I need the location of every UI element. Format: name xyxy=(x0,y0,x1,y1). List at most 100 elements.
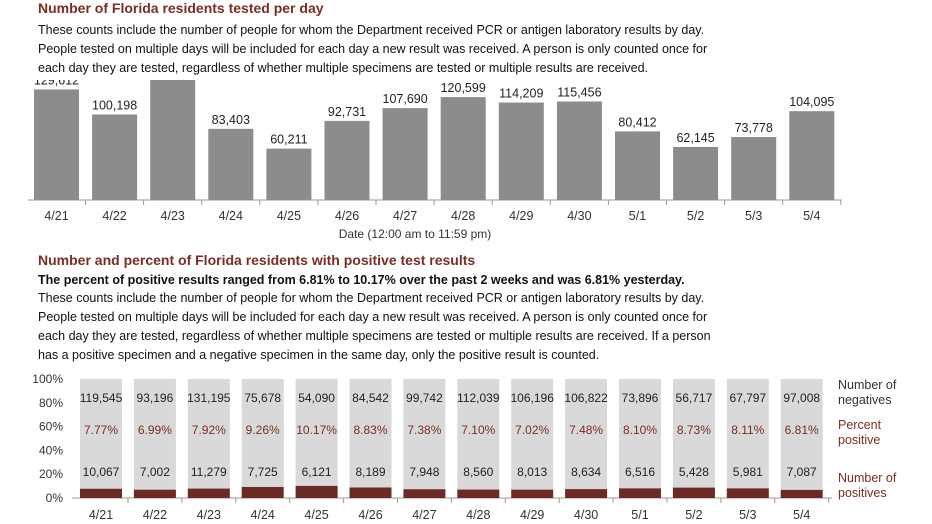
tested-value-label: 60,211 xyxy=(270,133,307,147)
chart1-description-line: These counts include the number of peopl… xyxy=(38,23,705,37)
positives-bar xyxy=(80,488,122,498)
y-tick-label: 100% xyxy=(32,372,63,386)
x-tick-label: 4/28 xyxy=(451,209,475,223)
positives-bar xyxy=(511,489,554,498)
positive-results-chart: 0% 20% 40% 60% 80% 100% 119,545 7.77% 10,067 4/21… xyxy=(32,372,832,522)
negatives-value-label: 73,896 xyxy=(622,391,659,405)
x-tick-label: 5/1 xyxy=(629,209,646,223)
positives-bar xyxy=(241,486,284,498)
negatives-bar xyxy=(403,379,446,490)
positives-value-label: 8,634 xyxy=(571,465,601,479)
tested-value-label: 100,198 xyxy=(92,98,137,112)
percent-positive-label: 7.02% xyxy=(515,423,549,437)
percent-positive-label: 7.92% xyxy=(192,423,226,437)
x-tick-label: 4/26 xyxy=(335,209,359,223)
tested-bar xyxy=(615,131,660,200)
positives-bar xyxy=(619,488,661,498)
x-tick-label: 4/22 xyxy=(143,508,167,522)
chart2-description-line: each day they are tested, regardless of … xyxy=(38,329,711,343)
negatives-value-label: 54,090 xyxy=(298,391,335,405)
percent-positive-label: 7.38% xyxy=(407,423,441,437)
tested-value-label: 92,731 xyxy=(328,105,366,119)
x-tick-label: 4/30 xyxy=(574,508,598,522)
percent-positive-label: 7.77% xyxy=(84,423,118,437)
legend-positives-line: positives xyxy=(838,486,887,500)
positives-bar xyxy=(349,487,392,498)
tested-bar xyxy=(673,146,719,200)
tested-value-label: 80,412 xyxy=(618,115,656,129)
legend-positives-line: Number of xyxy=(838,471,897,485)
percent-positive-label: 7.48% xyxy=(569,423,603,437)
positives-value-label: 7,948 xyxy=(409,465,439,479)
negatives-value-label: 67,797 xyxy=(729,391,766,405)
positives-bar xyxy=(457,489,500,498)
legend-negatives-line: negatives xyxy=(838,393,892,407)
x-tick-label: 4/27 xyxy=(412,508,436,522)
positives-bar xyxy=(672,487,715,498)
positives-bar xyxy=(780,489,823,498)
negatives-value-label: 75,678 xyxy=(244,391,281,405)
positives-value-label: 5,428 xyxy=(679,465,709,479)
chart1-description-line: People tested on multiple days will be i… xyxy=(38,42,708,56)
x-tick-label: 4/23 xyxy=(197,508,221,522)
legend-positives: Number of positives xyxy=(838,471,896,501)
tested-bar xyxy=(34,89,79,200)
x-tick-label: 4/28 xyxy=(466,508,490,522)
negatives-value-label: 106,822 xyxy=(564,391,608,405)
tested-bar xyxy=(208,128,254,200)
percent-positive-label: 8.83% xyxy=(353,423,387,437)
negatives-bar xyxy=(565,379,608,490)
tested-value-label: 115,456 xyxy=(557,85,601,99)
negatives-bar xyxy=(187,379,230,489)
x-tick-label: 4/24 xyxy=(251,508,275,522)
x-tick-label: 4/23 xyxy=(161,209,185,223)
tested-value-label: 129,612 xyxy=(34,80,79,87)
positives-bar xyxy=(187,488,230,498)
negatives-bar xyxy=(726,379,769,489)
x-tick-label: 4/30 xyxy=(567,209,591,223)
y-tick-label: 80% xyxy=(39,396,63,410)
positives-value-label: 10,067 xyxy=(83,465,120,479)
negatives-bar xyxy=(133,379,176,490)
negatives-value-label: 93,196 xyxy=(137,391,174,405)
legend-percent-positive: Percent positive xyxy=(838,418,881,448)
percent-positive-label: 10.17% xyxy=(296,423,337,437)
x-tick-label: 5/3 xyxy=(745,209,762,223)
negatives-bar xyxy=(80,379,122,489)
x-tick-label: 4/26 xyxy=(358,508,382,522)
tested-value-label: 73,778 xyxy=(735,121,773,135)
x-tick-label: 4/22 xyxy=(102,209,126,223)
tested-bar xyxy=(324,120,370,200)
tested-bar xyxy=(382,108,428,200)
y-tick-label: 60% xyxy=(39,420,63,434)
positives-bar xyxy=(133,489,176,498)
percent-positive-label: 7.10% xyxy=(461,423,495,437)
positives-value-label: 8,189 xyxy=(355,465,385,479)
y-tick-label: 40% xyxy=(39,443,63,457)
positives-bar xyxy=(295,485,338,498)
tested-bar xyxy=(266,148,312,200)
x-tick-label: 4/29 xyxy=(509,209,533,223)
negatives-bar xyxy=(295,379,338,486)
tested-value-label: 83,403 xyxy=(212,113,250,127)
x-tick-label: 5/1 xyxy=(631,508,648,522)
x-tick-label: 4/21 xyxy=(89,508,113,522)
x-tick-label: 5/2 xyxy=(685,508,702,522)
positives-value-label: 6,121 xyxy=(302,465,332,479)
positives-value-label: 7,087 xyxy=(787,465,817,479)
chart2-highlight: The percent of positive results ranged f… xyxy=(38,273,685,287)
y-tick-label: 20% xyxy=(39,467,63,481)
legend-percent-line: Percent xyxy=(838,418,882,432)
positives-value-label: 7,725 xyxy=(248,465,278,479)
x-tick-label: 5/2 xyxy=(687,209,704,223)
percent-positive-label: 6.99% xyxy=(138,423,172,437)
percent-positive-label: 8.73% xyxy=(677,423,711,437)
negatives-bar xyxy=(672,379,715,488)
positives-value-label: 8,013 xyxy=(517,465,547,479)
negatives-value-label: 99,742 xyxy=(406,391,443,405)
percent-positive-label: 9.26% xyxy=(246,423,280,437)
chart1-description: These counts include the number of peopl… xyxy=(38,21,778,78)
tested-bar xyxy=(440,97,486,200)
positives-value-label: 7,002 xyxy=(140,465,170,479)
tested-value-label: 120,599 xyxy=(441,81,486,95)
